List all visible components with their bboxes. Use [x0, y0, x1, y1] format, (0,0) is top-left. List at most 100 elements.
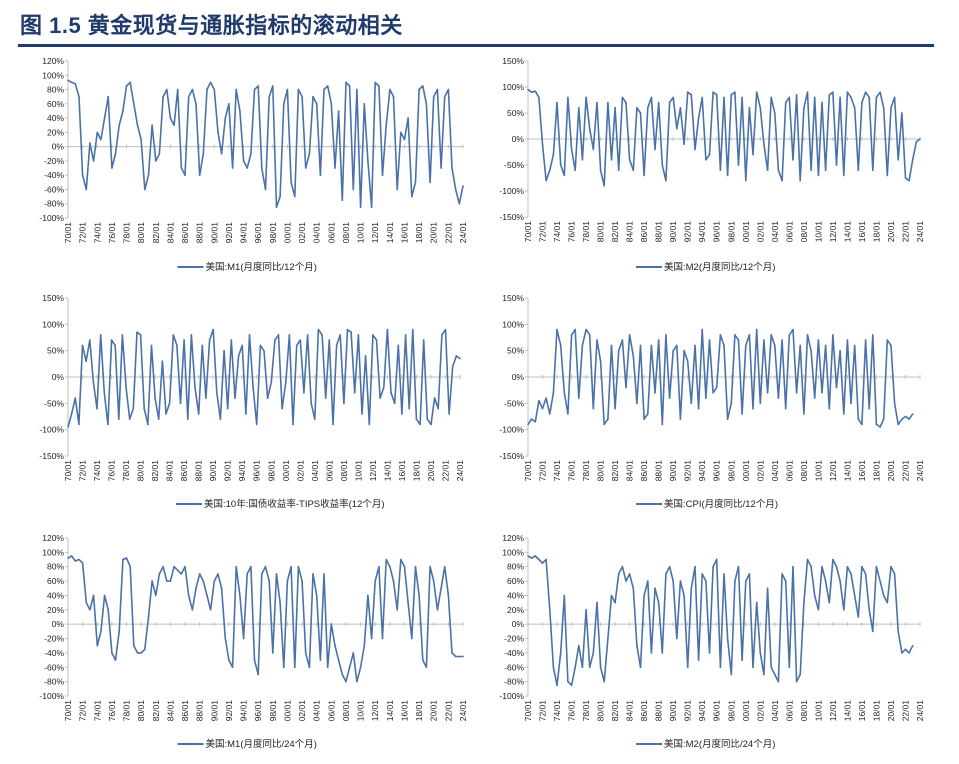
y-tick-label: 50%	[507, 346, 524, 356]
data-point	[92, 160, 95, 162]
data-point	[96, 131, 99, 134]
x-tick-label: 76/01	[567, 221, 577, 243]
data-point	[396, 609, 399, 611]
data-point	[766, 587, 769, 590]
x-tick-label: 72/01	[78, 460, 88, 482]
chart-panel-1: 120% 100% 80% 60% 40% 20% 0% -20% -40% -60% -80% -1…	[39, 56, 468, 273]
data-point	[813, 397, 816, 399]
data-point	[850, 402, 852, 405]
data-point	[846, 565, 849, 568]
data-point	[70, 81, 73, 84]
y-tick-label: -100%	[499, 425, 524, 435]
data-point	[621, 565, 624, 568]
data-point	[212, 328, 214, 331]
data-point	[337, 659, 340, 661]
data-point	[378, 85, 380, 87]
y-tick-label: 60%	[507, 576, 524, 586]
data-point	[288, 334, 291, 336]
data-point	[806, 558, 809, 561]
data-point	[647, 580, 649, 582]
data-point	[639, 112, 642, 114]
data-point	[337, 110, 340, 112]
data-point	[242, 637, 245, 640]
y-tick-label: -40%	[504, 648, 524, 658]
x-tick-label: 76/01	[107, 700, 117, 722]
x-tick-label: 72/01	[78, 700, 88, 722]
data-point	[246, 573, 248, 575]
data-point	[882, 107, 885, 109]
data-point	[374, 580, 377, 582]
data-point	[843, 413, 845, 415]
x-tick-label: 88/01	[654, 460, 664, 482]
data-point	[361, 413, 363, 415]
x-tick-label: 86/01	[179, 460, 189, 482]
x-tick-label: 08/01	[799, 460, 809, 482]
data-point	[766, 392, 769, 394]
data-point	[440, 587, 442, 590]
data-point	[578, 397, 580, 399]
data-point	[625, 580, 627, 582]
data-point	[741, 96, 743, 99]
data-point	[261, 167, 263, 169]
data-point	[197, 413, 200, 415]
data-point	[363, 644, 366, 647]
x-tick-label: 00/01	[741, 460, 751, 482]
x-tick-label: 08/01	[341, 222, 351, 244]
data-point	[67, 426, 69, 428]
data-point	[372, 334, 374, 336]
data-point	[389, 88, 391, 91]
data-point	[418, 594, 420, 597]
x-tick-label: 24/01	[915, 221, 925, 243]
data-point	[570, 334, 573, 336]
x-tick-label: 16/01	[857, 700, 867, 722]
data-point	[315, 103, 318, 105]
data-point	[408, 407, 411, 410]
data-point	[454, 655, 457, 658]
data-point	[253, 659, 256, 661]
data-point	[248, 334, 251, 336]
data-point	[136, 652, 139, 654]
x-tick-label: 20/01	[429, 700, 439, 722]
y-tick-label: 150%	[502, 56, 524, 66]
x-tick-label: 84/01	[165, 222, 175, 244]
data-point	[191, 609, 194, 611]
data-point	[216, 392, 218, 394]
x-tick-label: 76/01	[107, 460, 117, 482]
y-tick-label: -150%	[499, 451, 524, 461]
data-point	[734, 580, 736, 582]
data-point	[530, 418, 533, 420]
y-tick-label: -20%	[504, 634, 524, 644]
data-point	[824, 580, 827, 582]
data-point	[321, 334, 323, 336]
data-point	[341, 199, 344, 201]
x-tick-label: 94/01	[697, 460, 707, 482]
data-point	[310, 402, 313, 405]
data-point	[389, 565, 391, 568]
y-tick-label: 80%	[47, 562, 64, 572]
data-point	[530, 557, 533, 559]
y-tick-label: -150%	[39, 451, 64, 461]
data-point	[345, 680, 347, 683]
data-point	[763, 339, 765, 341]
y-tick-label: -100%	[499, 691, 524, 701]
data-point	[541, 143, 544, 145]
data-point	[378, 565, 380, 568]
data-point	[312, 573, 314, 575]
data-point	[730, 94, 733, 96]
data-point	[272, 85, 274, 87]
data-point	[241, 344, 243, 347]
data-point	[559, 344, 562, 347]
data-point	[843, 609, 845, 611]
data-point	[868, 609, 870, 611]
data-point	[853, 594, 856, 597]
data-point	[875, 423, 878, 426]
data-point	[755, 91, 758, 93]
data-point	[261, 573, 263, 575]
data-point	[74, 560, 77, 562]
data-point	[683, 349, 685, 352]
y-tick-label: 20%	[47, 127, 64, 137]
data-point	[868, 96, 870, 99]
data-point	[136, 124, 139, 126]
data-point	[588, 334, 591, 336]
data-point	[697, 117, 700, 119]
